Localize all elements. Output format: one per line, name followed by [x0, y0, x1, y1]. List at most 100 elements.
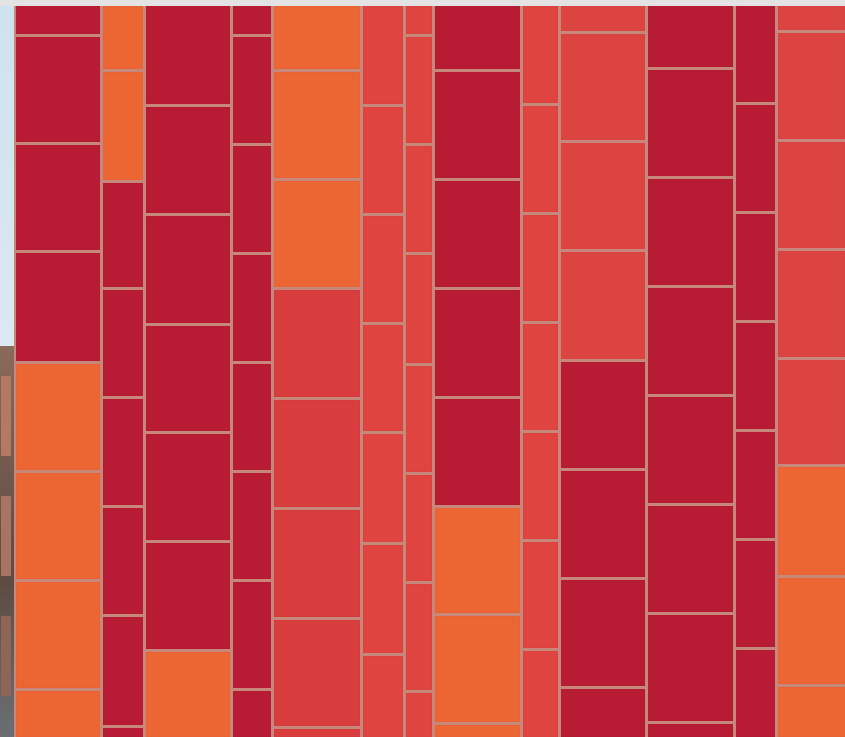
facade-tile — [363, 545, 403, 653]
facade-tile — [648, 724, 733, 737]
facade-tile — [736, 6, 775, 102]
facade-tile — [561, 143, 645, 249]
facade-tile — [435, 725, 520, 737]
facade-tile — [778, 578, 845, 684]
tile-column — [523, 6, 558, 737]
facade-tile — [146, 543, 230, 649]
facade-tile — [406, 475, 432, 581]
facade-tile — [146, 216, 230, 323]
facade-tile — [561, 362, 645, 468]
facade-tile — [274, 620, 360, 726]
facade-tile — [523, 324, 558, 430]
facade-tile — [736, 541, 775, 647]
facade-tile — [274, 290, 360, 397]
facade-tile — [736, 105, 775, 211]
facade-tile — [274, 181, 360, 287]
facade-tile — [233, 37, 271, 143]
facade-tile — [523, 651, 558, 737]
facade-tile — [406, 6, 432, 34]
facade-tile — [16, 691, 100, 737]
facade-tile — [16, 364, 100, 470]
facade-tile — [103, 508, 143, 614]
facade-tile — [233, 6, 271, 34]
tile-column — [146, 6, 230, 737]
facade-tile — [561, 580, 645, 686]
tile-column — [16, 6, 100, 737]
facade-tile — [233, 582, 271, 688]
facade-tile — [274, 729, 360, 737]
facade-tile — [435, 181, 520, 287]
facade-tile — [406, 584, 432, 690]
facade-tile — [233, 146, 271, 252]
facade-tile — [736, 323, 775, 429]
facade-tile — [103, 183, 143, 287]
facade-tile — [435, 6, 520, 69]
tile-column — [274, 6, 360, 737]
facade-tile — [363, 325, 403, 431]
facade-tile — [233, 473, 271, 579]
facade-tile — [648, 288, 733, 394]
tile-column — [561, 6, 645, 737]
facade-tile — [648, 179, 733, 285]
facade-tile — [561, 689, 645, 737]
facade-tile — [778, 360, 845, 464]
facade-tile — [274, 510, 360, 617]
facade-tile — [233, 691, 271, 737]
facade-tile — [103, 399, 143, 505]
tiled-facade — [14, 6, 845, 737]
facade-tile — [648, 6, 733, 67]
facade-tile — [778, 142, 845, 248]
facade-tile — [648, 506, 733, 612]
facade-tile — [406, 255, 432, 363]
facade-tile — [274, 400, 360, 507]
facade-tile — [146, 107, 230, 213]
facade-tile — [561, 252, 645, 359]
facade-tile — [778, 687, 845, 737]
facade-tile — [778, 251, 845, 357]
tile-column — [778, 6, 845, 737]
facade-tile — [778, 467, 845, 575]
facade-tile — [406, 146, 432, 252]
facade-tile — [406, 366, 432, 472]
facade-tile — [146, 652, 230, 737]
facade-tile — [435, 508, 520, 613]
facade-tile — [648, 70, 733, 176]
facade-tile — [736, 214, 775, 320]
tile-column — [406, 6, 432, 737]
facade-tile — [233, 255, 271, 361]
facade-tile — [363, 216, 403, 322]
facade-tile — [435, 290, 520, 396]
facade-tile — [561, 6, 645, 31]
facade-tile — [103, 72, 143, 180]
tile-column — [435, 6, 520, 737]
facade-tile — [146, 6, 230, 104]
facade-tile — [103, 728, 143, 737]
tile-column — [363, 6, 403, 737]
facade-tile — [406, 37, 432, 143]
facade-tile — [16, 6, 100, 34]
facade-tile — [561, 471, 645, 577]
facade-tile — [146, 326, 230, 431]
facade-tile — [523, 6, 558, 103]
facade-tile — [103, 6, 143, 69]
tile-column — [648, 6, 733, 737]
facade-tile — [523, 542, 558, 648]
image-top-border — [0, 0, 845, 6]
tile-column — [103, 6, 143, 737]
street-buildings-sliver — [0, 346, 14, 737]
sky-sliver — [0, 6, 14, 346]
facade-tile — [16, 582, 100, 688]
facade-tile — [435, 72, 520, 178]
tile-column — [233, 6, 271, 737]
facade-tile — [736, 650, 775, 737]
facade-tile — [736, 432, 775, 538]
facade-tile — [16, 37, 100, 142]
facade-tile — [103, 290, 143, 396]
facade-tile — [274, 72, 360, 178]
facade-tile — [274, 6, 360, 69]
facade-tile — [16, 473, 100, 579]
tile-column — [736, 6, 775, 737]
facade-tile — [435, 399, 520, 505]
facade-tile — [523, 215, 558, 321]
